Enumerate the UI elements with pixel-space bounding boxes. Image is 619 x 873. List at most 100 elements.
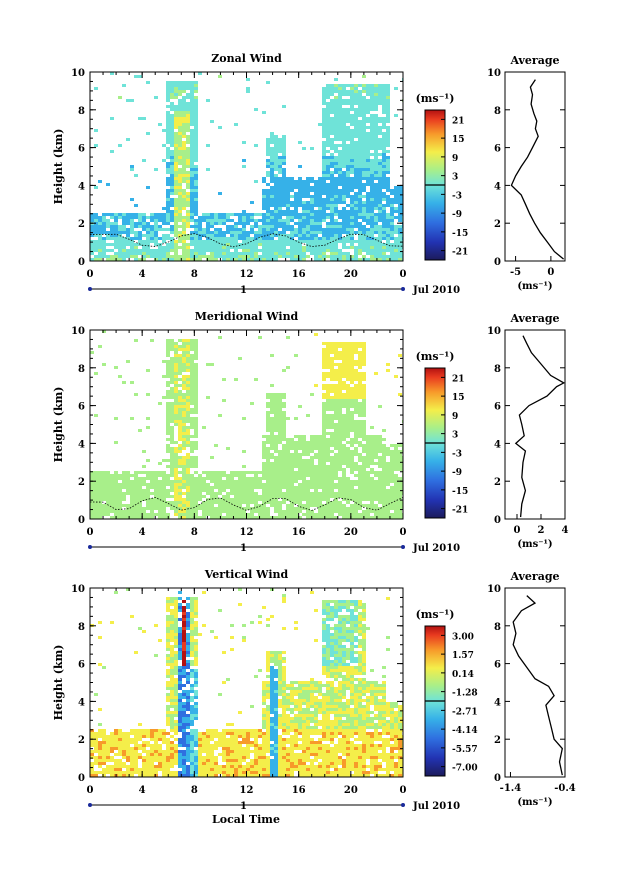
- average-y-tick-label: 0: [494, 773, 501, 784]
- x-tick-label: 0: [87, 527, 94, 538]
- colorbar-tick-label: -5.57: [452, 745, 478, 755]
- day-bar-end: [401, 287, 405, 291]
- average-x-tick-label: 4: [562, 525, 569, 536]
- colorbar-tick-label: 0.14: [452, 670, 474, 680]
- average-profile-line: [512, 595, 564, 776]
- colorbar-tick-label: -9: [452, 468, 462, 478]
- y-tick-label: 0: [78, 773, 85, 784]
- average-y-tick-label: 6: [494, 402, 501, 413]
- colorbar-tick-label: 1.57: [452, 651, 474, 661]
- x-tick-label: 8: [191, 527, 198, 538]
- average-title: Average: [509, 54, 559, 67]
- date-label: Jul 2010: [412, 543, 460, 554]
- y-tick-label: 10: [71, 584, 85, 595]
- average-y-tick-label: 6: [494, 144, 501, 155]
- colorbar-tick-label: 3: [452, 431, 458, 441]
- average-y-tick-label: 0: [494, 257, 501, 268]
- colorbar-tick-label: -7.00: [452, 764, 478, 774]
- x-tick-label: 4: [139, 527, 146, 538]
- average-y-tick-label: 8: [494, 622, 501, 633]
- x-tick-label: 8: [191, 785, 198, 796]
- average-frame: [504, 329, 566, 520]
- colorbar-unit: (ms⁻¹): [416, 92, 455, 105]
- date-label: Jul 2010: [412, 285, 460, 296]
- colorbar-tick-label: -4.14: [452, 726, 478, 736]
- panel-title: Zonal Wind: [211, 52, 282, 65]
- x-tick-label: 20: [344, 269, 358, 280]
- colorbar-tick-label: 15: [452, 135, 465, 145]
- y-tick-label: 0: [78, 515, 85, 526]
- y-tick-label: 8: [78, 364, 85, 375]
- y-tick-label: 8: [78, 106, 85, 117]
- average-x-tick-label: -1.4: [500, 783, 522, 794]
- average-y-tick-label: 8: [494, 106, 501, 117]
- day-label: 1: [240, 543, 247, 554]
- average-x-tick-label: -0.4: [554, 783, 576, 794]
- average-title: Average: [509, 312, 559, 325]
- colorbar-tick-label: 9: [452, 412, 458, 422]
- colorbar-tick-label: -3: [452, 191, 462, 201]
- x-tick-label: 4: [139, 785, 146, 796]
- average-y-tick-label: 4: [494, 697, 501, 708]
- average-y-tick-label: 10: [487, 68, 501, 79]
- average-title: Average: [509, 570, 559, 583]
- day-bar-end: [401, 545, 405, 549]
- average-y-tick-label: 0: [494, 515, 501, 526]
- heatmap-field: [90, 72, 403, 261]
- colorbar-tick-label: -21: [452, 248, 468, 258]
- x-tick-label: 0: [400, 269, 407, 280]
- colorbar-tick-label: 3.00: [452, 632, 474, 642]
- colorbar-tick-label: 15: [452, 393, 465, 403]
- colorbar-tick-label: -21: [452, 506, 468, 516]
- average-x-tick-label: 0: [514, 525, 521, 536]
- local-time-label: Local Time: [212, 813, 280, 826]
- day-bar-end: [401, 803, 405, 807]
- heatmap-field: [90, 330, 403, 519]
- x-tick-label: 0: [400, 785, 407, 796]
- x-tick-label: 20: [344, 527, 358, 538]
- day-label: 1: [240, 285, 247, 296]
- y-tick-label: 4: [78, 697, 85, 708]
- x-tick-label: 0: [87, 785, 94, 796]
- average-profile-line: [514, 335, 566, 518]
- x-tick-label: 16: [292, 527, 306, 538]
- y-axis-label: Height (km): [52, 387, 65, 463]
- colorbar-tick-label: -15: [452, 229, 468, 239]
- average-x-tick-label: 0: [547, 267, 554, 278]
- y-axis-label: Height (km): [52, 645, 65, 721]
- day-label: 1: [240, 801, 247, 812]
- day-bar-start: [88, 545, 92, 549]
- average-y-tick-label: 2: [494, 219, 501, 230]
- x-tick-label: 0: [400, 527, 407, 538]
- y-tick-label: 4: [78, 439, 85, 450]
- colorbar-unit: (ms⁻¹): [416, 350, 455, 363]
- y-tick-label: 6: [78, 402, 85, 413]
- x-tick-label: 20: [344, 785, 358, 796]
- y-tick-label: 4: [78, 181, 85, 192]
- y-axis-label: Height (km): [52, 129, 65, 205]
- y-tick-label: 0: [78, 257, 85, 268]
- day-bar-start: [88, 803, 92, 807]
- average-y-tick-label: 2: [494, 735, 501, 746]
- x-tick-label: 12: [240, 785, 254, 796]
- colorbar-unit: (ms⁻¹): [416, 608, 455, 621]
- y-tick-label: 2: [78, 219, 85, 230]
- x-tick-label: 0: [87, 269, 94, 280]
- average-x-tick-label: 2: [538, 525, 545, 536]
- average-y-tick-label: 4: [494, 439, 501, 450]
- day-bar-start: [88, 287, 92, 291]
- colorbar-tick-label: -3: [452, 449, 462, 459]
- average-profile-line: [510, 79, 565, 260]
- x-tick-label: 16: [292, 785, 306, 796]
- y-tick-label: 6: [78, 144, 85, 155]
- colorbar-tick-label: 21: [452, 374, 465, 384]
- x-tick-label: 16: [292, 269, 306, 280]
- panel-title: Vertical Wind: [204, 568, 289, 581]
- y-tick-label: 6: [78, 660, 85, 671]
- average-y-tick-label: 2: [494, 477, 501, 488]
- colorbar-tick-label: -15: [452, 487, 468, 497]
- zero-contour: [90, 233, 403, 248]
